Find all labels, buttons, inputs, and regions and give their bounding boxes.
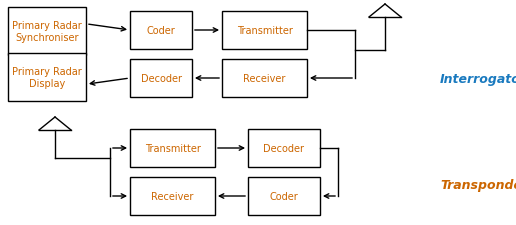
Bar	[8, 8, 86, 56]
Text: Decoder: Decoder	[264, 143, 304, 153]
Bar	[222, 60, 307, 98]
Text: Coder: Coder	[270, 191, 298, 201]
Text: Primary Radar
Synchroniser: Primary Radar Synchroniser	[12, 21, 82, 43]
Bar	[130, 177, 215, 215]
Text: Receiver: Receiver	[244, 74, 286, 84]
Text: Transmitter: Transmitter	[236, 26, 293, 36]
Text: Interrogator: Interrogator	[440, 73, 516, 86]
Bar	[248, 177, 320, 215]
Text: Receiver: Receiver	[151, 191, 194, 201]
Bar	[130, 12, 192, 50]
Text: Decoder: Decoder	[140, 74, 182, 84]
Text: Transponder: Transponder	[440, 178, 516, 191]
Text: Coder: Coder	[147, 26, 175, 36]
Bar	[222, 12, 307, 50]
Text: Transmitter: Transmitter	[144, 143, 200, 153]
Bar	[8, 54, 86, 101]
Text: Primary Radar
Display: Primary Radar Display	[12, 67, 82, 88]
Bar	[130, 60, 192, 98]
Bar	[130, 129, 215, 167]
Bar	[248, 129, 320, 167]
